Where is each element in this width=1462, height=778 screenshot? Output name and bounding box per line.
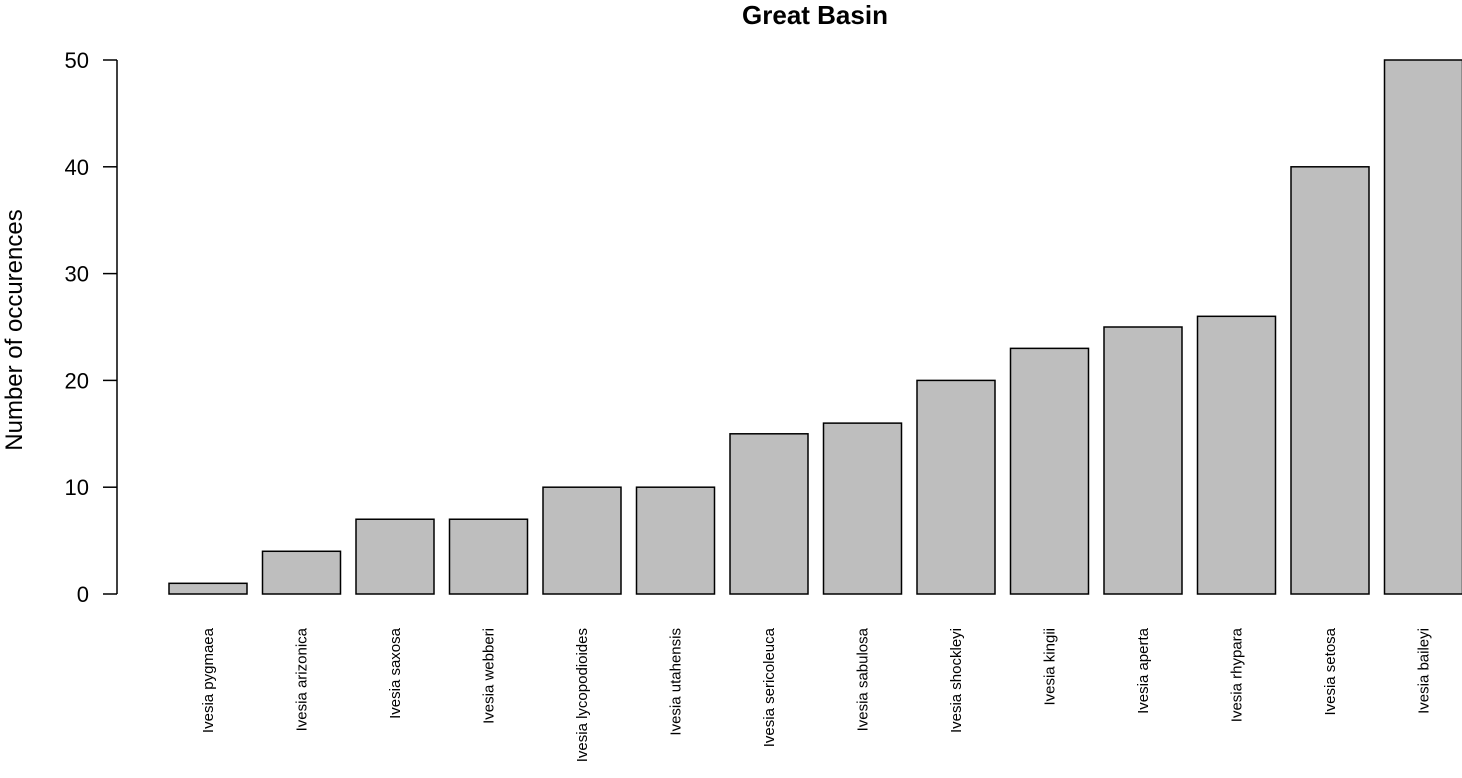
y-tick-label: 30: [65, 262, 89, 287]
bar-10: [1103, 326, 1183, 595]
x-tick-label: Ivesia utahensis: [668, 628, 685, 736]
x-axis-labels: Ivesia pygmaea Ivesia arizonica Ivesia sax…: [200, 627, 1433, 762]
x-tick-label: Ivesia pygmaea: [200, 627, 217, 733]
y-axis-label: Number of occurences: [1, 209, 28, 450]
bar-0: [168, 582, 248, 595]
y-axis: 0 10 20 30 40 50: [65, 48, 118, 607]
x-tick-label: Ivesia sabulosa: [855, 627, 872, 731]
bar-3: [448, 518, 529, 595]
x-tick-label: Ivesia rhypara: [1229, 627, 1246, 722]
y-tick-label: 0: [77, 582, 89, 607]
x-tick-label: Ivesia saxosa: [387, 627, 404, 719]
x-tick-label: Ivesia webberi: [481, 628, 498, 724]
y-tick-label: 20: [65, 368, 89, 393]
bar-11: [1196, 315, 1277, 595]
y-tick-label: 40: [65, 155, 89, 180]
x-tick-label: Ivesia aperta: [1135, 627, 1152, 714]
x-tick-label: Ivesia kingii: [1042, 628, 1059, 706]
y-tick-label: 50: [65, 48, 89, 73]
bar-2: [355, 518, 435, 595]
x-tick-label: Ivesia lycopodioides: [574, 628, 591, 762]
x-tick-label: Ivesia shockleyi: [948, 628, 965, 733]
chart-title: Great Basin: [742, 0, 888, 30]
bar-5: [635, 486, 716, 595]
bar-9: [1009, 347, 1090, 595]
x-tick-label: Ivesia sericoleuca: [761, 627, 778, 747]
bar-4: [542, 486, 622, 595]
x-tick-label: Ivesia baileyi: [1416, 628, 1433, 714]
y-tick-label: 10: [65, 475, 89, 500]
x-tick-label: Ivesia arizonica: [294, 627, 311, 731]
bar-6: [729, 433, 809, 595]
bar-12: [1290, 166, 1370, 595]
bars-group: [168, 59, 1462, 595]
bar-7: [822, 422, 903, 595]
x-tick-label: Ivesia setosa: [1322, 627, 1339, 715]
bar-13: [1383, 59, 1462, 595]
bar-8: [916, 379, 996, 595]
bar-1: [261, 550, 342, 595]
